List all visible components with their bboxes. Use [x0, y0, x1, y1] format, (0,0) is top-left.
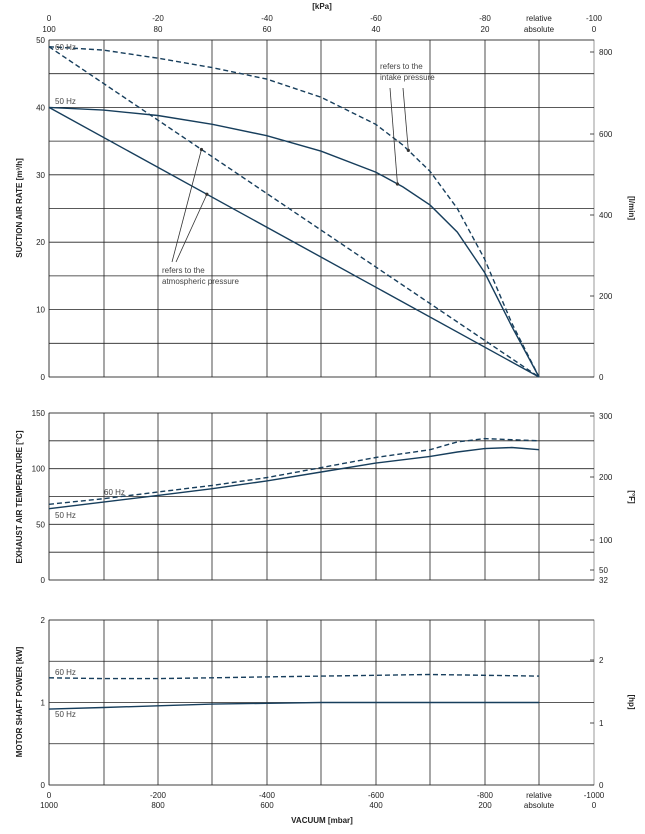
series-line-50hz — [48, 701, 539, 710]
annotation-arrow — [171, 149, 202, 263]
series-line-60hz — [48, 437, 540, 505]
y-tick-label: 50 — [36, 520, 45, 529]
y-right-tick-label: 0 — [599, 781, 604, 790]
intake-pressure-annotation: refers to the intake pressure — [380, 62, 435, 82]
annotation-arrowhead — [205, 192, 209, 196]
bottom-tick-relative: -800 — [477, 791, 494, 800]
y-right-tick-label: 200 — [599, 473, 613, 482]
bottom-tick-relative: -1000 — [584, 791, 605, 800]
y-tick-label: 30 — [36, 171, 45, 180]
bottom-tick-absolute: 1000 — [40, 801, 58, 810]
y-axis-title-power: MOTOR SHAFT POWER [kW] — [15, 646, 24, 757]
annotation-arrowhead — [395, 182, 400, 186]
top-axis-relative-ticks: 0 -20 -40 -60 -80 relative -100 — [47, 14, 603, 23]
series-line-60hz — [48, 673, 540, 680]
motor-shaft-power-panel: 0 1 2 0 1 2 60 Hz 50 Hz — [41, 616, 604, 790]
series-label: 60 Hz — [55, 43, 76, 52]
series-line-50hz — [48, 446, 540, 510]
y-right-tick-label: 300 — [599, 412, 613, 421]
y-tick-label: 10 — [36, 306, 45, 315]
bottom-tick-absolute: 200 — [478, 801, 492, 810]
series-label: 60 Hz — [104, 488, 125, 497]
series-label: 50 Hz — [55, 710, 76, 719]
top-tick-absolute: 40 — [372, 25, 381, 34]
y-tick-label: 150 — [32, 409, 46, 418]
annotation-arrowhead — [406, 148, 410, 153]
top-tick-relative: -20 — [152, 14, 164, 23]
annotation-text: atmospheric pressure — [162, 277, 239, 286]
atmospheric-pressure-annotation: refers to the atmospheric pressure — [162, 266, 239, 286]
top-tick-absolute: 0 — [592, 25, 597, 34]
y-axis-title-exhaust-right: [°F] — [627, 490, 636, 504]
series-line-reference — [48, 46, 540, 378]
annotation-text: intake pressure — [380, 73, 435, 82]
bottom-tick-relative: -400 — [259, 791, 276, 800]
top-tick-absolute: 60 — [263, 25, 272, 34]
y-tick-label: 100 — [32, 465, 46, 474]
bottom-axis-absolute-ticks: 1000 800 600 400 200 absolute 0 — [40, 801, 597, 810]
series-line-50hz — [48, 106, 540, 378]
top-tick-relative: 0 — [47, 14, 52, 23]
y-tick-label: 0 — [41, 576, 46, 585]
bottom-tick-absolute: 800 — [151, 801, 165, 810]
top-axis-title: [kPa] — [312, 2, 332, 11]
y-right-tick-label: 32 — [599, 576, 608, 585]
y-right-tick-label: 2 — [599, 656, 604, 665]
annotation-text: refers to the — [380, 62, 423, 71]
bottom-tick-relative: 0 — [47, 791, 52, 800]
y-axis-title-suction: SUCTION AIR RATE [m³/h] — [15, 158, 24, 258]
y-right-tick-label: 200 — [599, 292, 613, 301]
y-right-tick-label: 1 — [599, 719, 604, 728]
y-tick-label: 1 — [41, 699, 46, 708]
series-label: 50 Hz — [55, 97, 76, 106]
y-tick-label: 50 — [36, 36, 45, 45]
y-right-tick-label: 600 — [599, 130, 613, 139]
series-label: 60 Hz — [55, 668, 76, 677]
top-tick-absolute: 80 — [154, 25, 163, 34]
series-line-reference — [48, 106, 540, 378]
y-tick-label: 40 — [36, 103, 45, 112]
bottom-tick-absolute: absolute — [524, 801, 555, 810]
y-axis-title-exhaust: EXHAUST AIR TEMPERATURE [°C] — [15, 430, 24, 563]
y-right-tick-label: 400 — [599, 211, 613, 220]
annotation-arrowhead — [199, 147, 204, 152]
y-right-tick-label: 50 — [599, 566, 608, 575]
top-tick-relative: -100 — [586, 14, 603, 23]
y-axis-title-suction-right: [l/min] — [627, 196, 636, 220]
top-tick-relative: -80 — [479, 14, 491, 23]
bottom-tick-relative: -200 — [150, 791, 167, 800]
top-tick-absolute: 20 — [481, 25, 490, 34]
top-tick-absolute: absolute — [524, 25, 555, 34]
bottom-tick-relative: relative — [526, 791, 552, 800]
y-right-tick-label: 0 — [599, 373, 604, 382]
bottom-tick-relative: -600 — [368, 791, 385, 800]
bottom-axis-relative-ticks: 0 -200 -400 -600 -800 relative -1000 — [47, 791, 605, 800]
top-tick-absolute: 100 — [42, 25, 56, 34]
y-tick-label: 0 — [41, 781, 46, 790]
annotation-text: refers to the — [162, 266, 205, 275]
bottom-tick-absolute: 0 — [592, 801, 597, 810]
top-axis-absolute-ticks: 100 80 60 40 20 absolute 0 — [42, 25, 596, 34]
annotation-arrow — [389, 87, 398, 184]
series-line-60hz — [48, 46, 540, 378]
suction-air-rate-panel: 0 10 20 30 40 50 0 200 400 600 800 60 Hz 50 Hz — [36, 36, 613, 382]
annotation-arrow — [402, 87, 409, 151]
top-tick-relative: -60 — [370, 14, 382, 23]
y-right-tick-label: 800 — [599, 48, 613, 57]
y-tick-label: 20 — [36, 238, 45, 247]
bottom-tick-absolute: 400 — [369, 801, 383, 810]
y-tick-label: 2 — [41, 616, 46, 625]
annotation-arrow — [175, 194, 208, 263]
bottom-tick-absolute: 600 — [260, 801, 274, 810]
top-tick-relative: relative — [526, 14, 552, 23]
top-tick-relative: -40 — [261, 14, 273, 23]
y-tick-label: 0 — [41, 373, 46, 382]
bottom-axis-title: VACUUM [mbar] — [291, 816, 353, 825]
y-right-tick-label: 100 — [599, 536, 613, 545]
series-label: 50 Hz — [55, 511, 76, 520]
y-axis-title-power-right: [hp] — [627, 694, 636, 709]
